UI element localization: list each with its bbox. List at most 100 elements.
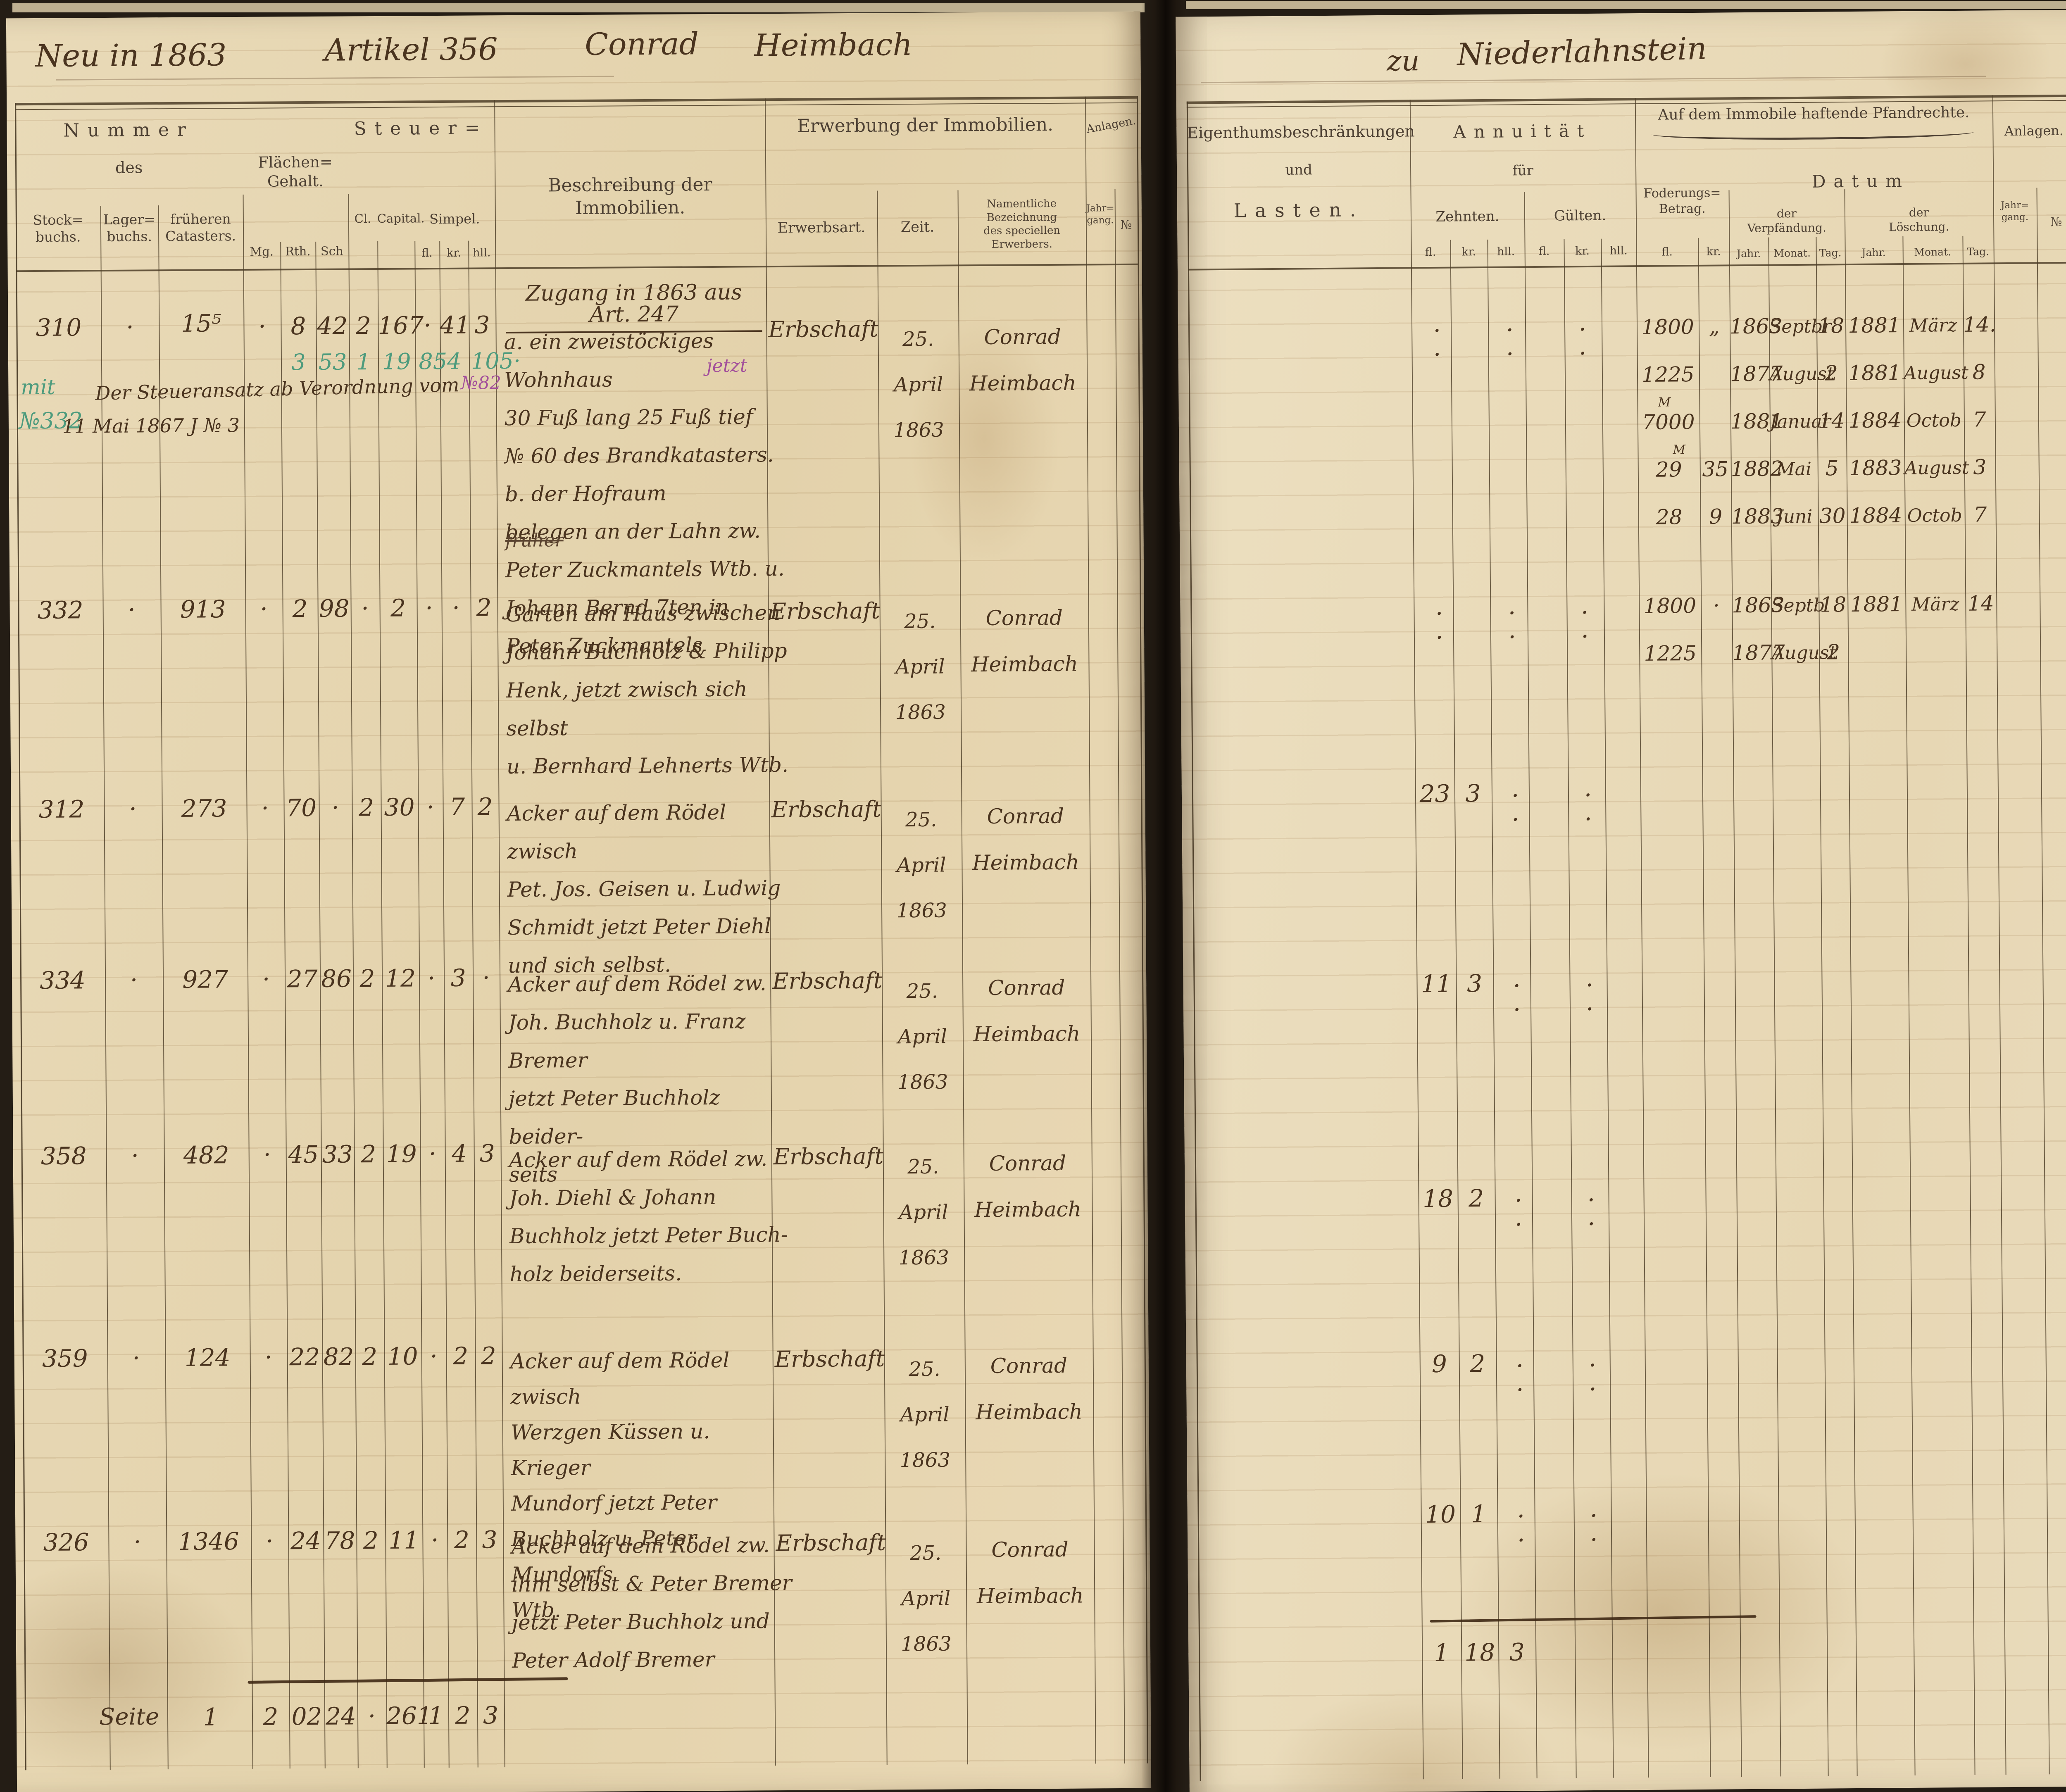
r6-zehnten-fl: 9 [1431, 1349, 1447, 1378]
r3-cl: 2 [358, 793, 374, 822]
r1-pfand4-vjahr: 1882 [1730, 457, 1784, 481]
r7-lagerbuch: · [133, 1528, 141, 1556]
r5-cl: 2 [361, 1140, 376, 1168]
header-datum: Datum [1811, 170, 1910, 192]
r2-rth: 2 [292, 594, 308, 623]
r4-zeit: 25. April 1863 [897, 979, 948, 1094]
r1-kr: 41 [440, 311, 471, 340]
r2-fl: · [425, 594, 433, 622]
r1-pfand5-betrag: 28 [1656, 505, 1683, 529]
header-loeschung: der Löschung. [1888, 205, 1949, 234]
r5-mg: · [263, 1140, 271, 1169]
book-page-edge [1186, 1, 2066, 9]
r2-sch: 98 [319, 594, 350, 623]
header-vmonat: Monat. [1773, 247, 1811, 259]
totals-sch: 24 [325, 1702, 357, 1730]
r1-cataster: 15⁵ [181, 309, 221, 338]
r2-pfand1-ljahr: 1881 [1850, 592, 1903, 617]
header-eigenthum: Eigenthumsbeschränkungen [1187, 122, 1415, 142]
header-nr-left: № [1120, 217, 1132, 232]
header-mg: Mg. [250, 244, 274, 259]
annuity-totals-line [1430, 1615, 1757, 1623]
header-namentlich: Namentliche Bezeichnung des speciellen E… [983, 197, 1061, 251]
pencil-line [1201, 76, 1986, 83]
r3-zehnten-fl: 23 [1419, 779, 1450, 808]
header-catasters: früheren Catasters. [165, 211, 236, 245]
grid-line [1450, 240, 1463, 1779]
r1-pfand2-lmonat: August [1903, 362, 1969, 384]
header-fuer: für [1512, 162, 1534, 179]
r2-lagerbuch: · [128, 595, 136, 624]
r2-pfand2-vjahr: 1877 [1732, 640, 1785, 665]
header-artikel: Artikel 356 [324, 31, 498, 68]
r1-pfand1-lmonat: März [1909, 314, 1957, 336]
grid-line [1085, 96, 1096, 1764]
r3-lagerbuch: · [129, 795, 137, 823]
r2-mg: · [260, 595, 268, 623]
r2-pfand1-vtag: 18 [1820, 593, 1847, 617]
header-zehnten-kr: kr. [1461, 245, 1476, 259]
header-anlagen-left: Anlagen. [1085, 114, 1137, 136]
r1-pfand1-betrag: 1800 [1641, 314, 1694, 339]
r6-annuitaet-dots: · · · · [1516, 1351, 1626, 1404]
r3-cataster: 273 [181, 794, 227, 823]
r1-pfand3-vmonat: Januar [1769, 411, 1831, 433]
header-zehnten: Zehnten. [1435, 208, 1500, 225]
totals-mg: 2 [263, 1702, 278, 1731]
right-page: zu Niederlahnstein 174 Eigenthumsbeschrä… [1176, 8, 2066, 1792]
r2-pfand2-vmonat: August [1771, 642, 1837, 664]
header-verpfaendung: der Verpfändung. [1747, 206, 1827, 235]
grid-line [2036, 188, 2050, 1775]
r5-zehnten-kr: 2 [1468, 1184, 1484, 1213]
r4-kr: 3 [450, 964, 466, 992]
r7-mg: · [265, 1527, 274, 1555]
r1-pfand4-lmonat: August [1904, 457, 1969, 479]
header-guelten-fl: fl. [1538, 245, 1550, 258]
r2-pfand1-betrag: 1800 [1643, 593, 1697, 618]
r6-lagerbuch: · [132, 1344, 140, 1372]
grid-line [1186, 101, 1201, 1781]
totals-zehnten-fl: 1 [1434, 1638, 1450, 1667]
header-simpel-kr: kr. [446, 246, 461, 259]
header-simpel: Simpel. [429, 211, 480, 227]
r3-mg: · [261, 794, 269, 822]
header-zehnten-fl: fl. [1425, 245, 1436, 259]
header-foderung-kr: kr. [1706, 245, 1721, 258]
r1-ink-note-date: 11 Mai 1867 J № 3 [62, 414, 240, 438]
r1-erwerbsart: Erbschaft [768, 316, 879, 343]
r1-hll: 3 [474, 311, 490, 339]
header-jahrgang-right: Jahr= gang. [2001, 200, 2029, 223]
header-simpel-hll: hll. [473, 246, 491, 259]
r6-zeit: 25. April 1863 [900, 1357, 950, 1472]
r3-beschreibung: Acker auf dem Rödel zwisch Pet. Jos. Gei… [507, 800, 781, 978]
header-guelten: Gülten. [1554, 207, 1607, 224]
r2-capital: 2 [390, 594, 406, 622]
r7-rth: 24 [290, 1526, 321, 1555]
r2-erwerber: Conrad Heimbach [971, 605, 1078, 677]
header-guelten-hll: hll. [1609, 244, 1628, 257]
header-erwerbung: Erwerbung der Immobilien. [797, 114, 1054, 137]
r1-pfand2-vjahr: 1877 [1730, 362, 1783, 386]
r6-cl: 2 [362, 1342, 378, 1371]
r1-stockbuch: 310 [36, 313, 82, 342]
r2-pfand2-vtag: 2 [1827, 640, 1840, 664]
r2-beschreibung: Garten am Haus zwischen Johann Buchholz … [505, 601, 789, 779]
r1-green-num: 854 [419, 348, 462, 375]
r1-lagerbuch: · [126, 313, 134, 341]
r6-zehnten-kr: 2 [1470, 1349, 1485, 1378]
r7-erwerber: Conrad Heimbach [976, 1537, 1084, 1609]
r4-fl: · [427, 964, 436, 992]
r5-sch: 33 [322, 1140, 353, 1168]
header-ltag: Tag. [1967, 245, 1990, 258]
r1-pfand3-lmonat: Octob [1906, 409, 1962, 431]
header-beschreibung: Beschreibung der Immobilien. [548, 174, 712, 219]
r5-annuitaet-dots: · · · · [1514, 1185, 1624, 1239]
r4-annuitaet-dots: · · · · [1513, 971, 1623, 1024]
r1-green-num: 3 [291, 349, 306, 376]
header-nummer-des: des [115, 158, 143, 177]
r5-erwerber: Conrad Heimbach [974, 1151, 1082, 1222]
r1-pfand1-vjahr: 1863 [1729, 314, 1783, 339]
r3-annuitaet-dots: · · · · [1511, 781, 1621, 834]
r1-strike-word: früher [505, 530, 564, 552]
header-simpel-fl: fl. [421, 247, 433, 260]
